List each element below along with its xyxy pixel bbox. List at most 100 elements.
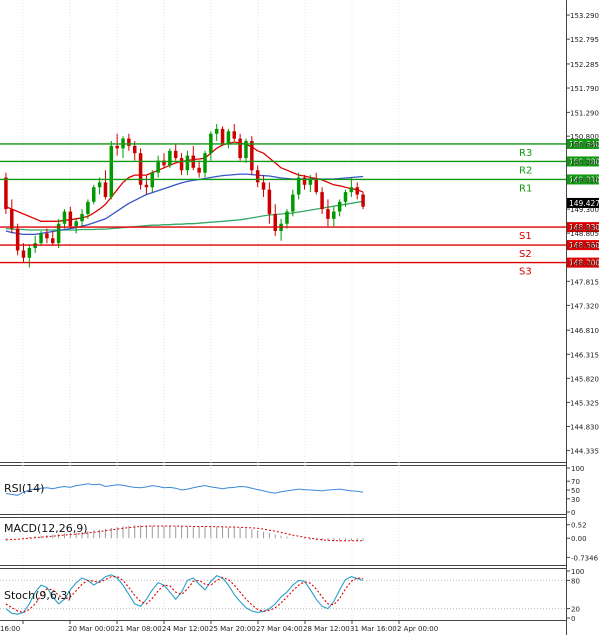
macd-tick-label: -0.7346: [571, 554, 599, 562]
level-label-s1: S1: [519, 231, 532, 242]
level-label-r1: R1: [519, 183, 532, 194]
candle-body: [314, 179, 318, 193]
level-tag-box: [567, 174, 599, 185]
candle-body: [250, 141, 254, 171]
level-tag-box: [567, 222, 599, 233]
candle-body: [244, 141, 248, 159]
level-tag-label: 150.640: [569, 140, 600, 149]
candle-body: [168, 150, 172, 166]
candle-body: [80, 213, 84, 222]
level-label-r3: R3: [519, 148, 532, 159]
candle-body: [337, 201, 342, 212]
rsi-tick-label: 100: [571, 465, 584, 473]
rsi-tick-label: 30: [571, 496, 580, 504]
stoch-title: Stoch(9,6,3): [4, 589, 72, 602]
macd-title: MACD(12,26,9): [4, 522, 88, 535]
candle-body: [74, 221, 78, 227]
time-tick-label: 28 Mar 12:00: [303, 625, 350, 633]
level-label-s2: S2: [519, 249, 532, 260]
price-tick-label: 149.300: [570, 206, 599, 214]
candle-body: [238, 138, 242, 159]
candle-body: [127, 138, 131, 146]
price-tick-label: 145.325: [570, 399, 599, 407]
candle-body: [45, 233, 49, 239]
rsi-tick-label: 0: [571, 509, 575, 517]
level-tag-box: [567, 156, 599, 167]
candle-body: [144, 184, 149, 188]
price-tick-label: 144.830: [570, 423, 599, 431]
stoch-tick-label: 0: [571, 615, 575, 623]
candle-body: [320, 192, 324, 210]
macd-tick-label: 0.00: [571, 535, 587, 543]
time-tick-label: 20 Mar 00:00: [68, 625, 115, 633]
time-tick-label: 2 Apr 00:00: [397, 625, 438, 633]
candle-body: [56, 223, 61, 244]
price-tick-label: 150.800: [570, 133, 599, 141]
candle-body: [261, 182, 266, 190]
price-tick-label: 145.820: [570, 375, 599, 383]
time-tick-label: 21 Mar 08:00: [115, 625, 162, 633]
candle-body: [21, 250, 26, 258]
time-tick-label: 16:00: [0, 625, 20, 633]
level-label-r2: R2: [519, 165, 532, 176]
candle-body: [214, 128, 219, 134]
pivot-levels: R3 150.640 R2 150.280 R1 149.910 S1 148.930 S2 14…: [0, 138, 600, 278]
time-tick-label: 27 Mar 04:00: [256, 625, 303, 633]
candle-body: [62, 211, 67, 224]
candle-body: [185, 155, 190, 171]
last-price-box: [567, 197, 599, 208]
candle-body: [91, 187, 96, 202]
candle-body: [132, 145, 137, 154]
candle-body: [285, 211, 289, 224]
rsi-tick-label: 70: [571, 478, 580, 486]
candle-body: [302, 177, 307, 185]
candle-body: [291, 194, 295, 212]
candle-body: [10, 209, 14, 229]
candle-body: [349, 187, 354, 193]
candle-body: [173, 150, 178, 159]
price-axis: 153.290 152.795 152.285 151.790 151.290 150.8…: [566, 12, 599, 456]
candle-body: [255, 170, 260, 183]
candle-body: [273, 213, 278, 231]
rsi-title: RSI(14): [4, 482, 44, 495]
candle-body: [4, 177, 8, 210]
stoch-tick-label: 80: [571, 577, 580, 585]
level-tag-label: 148.930: [569, 223, 600, 232]
candle-body: [39, 233, 43, 244]
time-tick-label: 25 Mar 20:00: [209, 625, 256, 633]
price-tick-label: 152.285: [570, 61, 599, 69]
macd-pane: 0.52 0.00 -0.7346: [5, 522, 599, 562]
stoch-tick-label: 20: [571, 606, 580, 614]
candle-body: [109, 145, 114, 197]
candle-body: [27, 248, 32, 258]
time-tick-label: 24 Mar 12:00: [162, 625, 209, 633]
candle-body: [232, 131, 237, 139]
candle-body: [296, 177, 301, 195]
candle-body: [51, 238, 55, 244]
candle-body: [203, 153, 207, 173]
level-tag-label: 150.280: [569, 157, 600, 166]
price-tick-label: 152.795: [570, 36, 599, 44]
macd-tick-label: 0.52: [571, 522, 587, 530]
price-tick-label: 149.910: [570, 176, 599, 184]
last-price-tag: 149.427: [567, 197, 600, 208]
level-tag-box: [567, 138, 599, 149]
candle-body: [15, 228, 20, 251]
candle-body: [68, 211, 73, 227]
candle-body: [355, 187, 359, 195]
candle-body: [220, 128, 225, 144]
price-tick-label: 151.290: [570, 109, 599, 117]
price-grid: [22, 0, 400, 620]
price-tick-label: 148.930: [570, 224, 599, 232]
price-tick-label: 147.815: [570, 278, 599, 286]
level-tag-label: 149.910: [569, 175, 600, 184]
candle-body: [267, 189, 272, 214]
time-axis: 16:00 20 Mar 00:00 21 Mar 08:00 24 Mar 12:0…: [0, 620, 438, 633]
level-tag-box: [567, 240, 599, 251]
rsi-line: [5, 483, 364, 496]
candle-body: [361, 194, 365, 207]
stoch-tick-label: 100: [571, 568, 584, 576]
